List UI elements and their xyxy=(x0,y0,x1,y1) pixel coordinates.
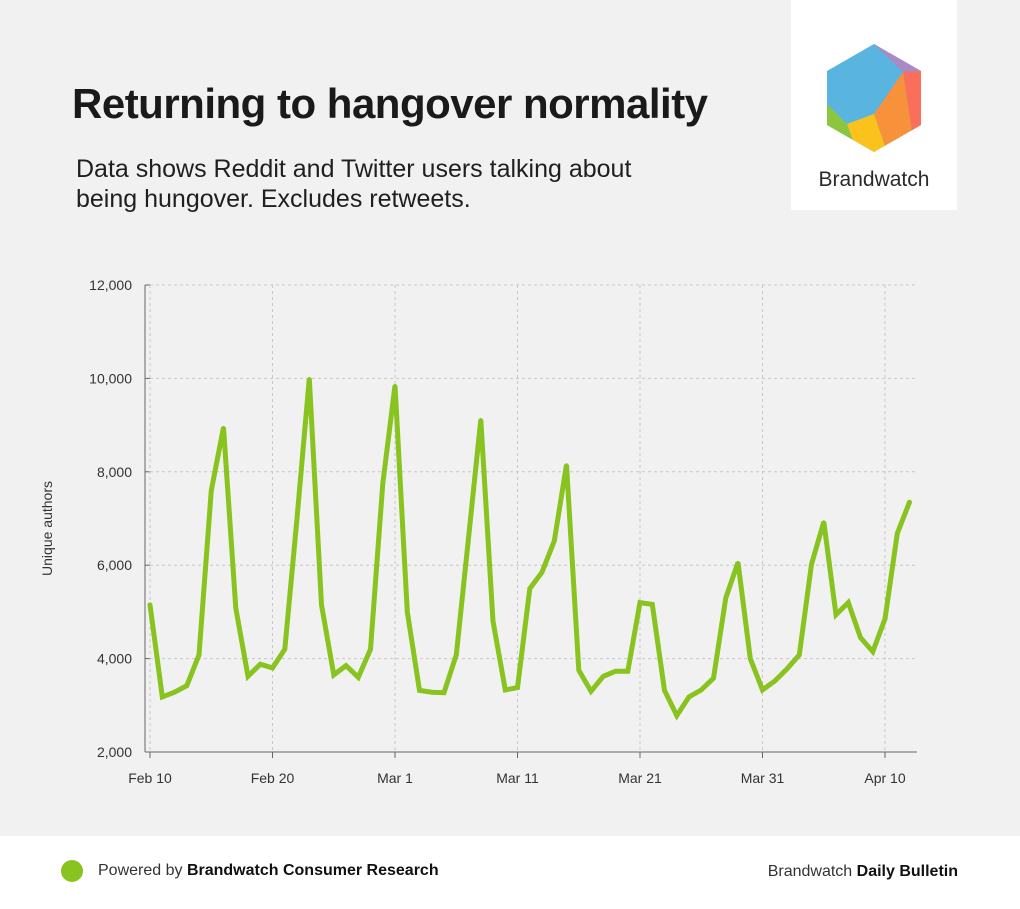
x-tick-label: Feb 20 xyxy=(251,770,295,786)
data-point xyxy=(589,689,593,693)
data-point xyxy=(418,688,421,692)
data-point xyxy=(699,688,703,692)
data-point xyxy=(405,610,409,614)
data-point xyxy=(197,653,201,657)
powered-prefix: Powered by xyxy=(98,862,183,879)
hexagon-logo-icon xyxy=(827,44,921,152)
chart-panel: Returning to hangover normality Data sho… xyxy=(0,0,1020,836)
x-tick-label: Mar 1 xyxy=(377,770,413,786)
brandwatch-logo: Brandwatch xyxy=(791,0,957,210)
x-tick-label: Mar 21 xyxy=(618,770,662,786)
data-point xyxy=(773,679,777,683)
data-point xyxy=(430,690,434,694)
data-point xyxy=(736,560,740,564)
data-point xyxy=(724,596,728,600)
data-point xyxy=(283,647,287,651)
data-point xyxy=(785,667,789,671)
powered-by-text: Powered by Brandwatch Consumer Research xyxy=(98,860,439,882)
data-point xyxy=(810,562,813,566)
data-point xyxy=(332,673,336,677)
y-tick-label: 12,000 xyxy=(89,277,132,293)
data-point xyxy=(895,531,899,535)
data-point xyxy=(491,619,495,623)
y-tick-label: 6,000 xyxy=(97,557,132,573)
data-point xyxy=(565,463,568,467)
x-tick-label: Feb 10 xyxy=(128,770,172,786)
line-chart: 2,000 4,000 6,000 8,000 10,000 12,000 Feb 10 Fe… xyxy=(39,277,917,786)
data-point xyxy=(234,606,238,610)
data-point xyxy=(663,688,666,692)
brand-dot-icon xyxy=(61,860,83,882)
y-axis-label: Unique authors xyxy=(39,481,55,576)
data-point xyxy=(552,539,556,543)
data-point xyxy=(761,688,764,692)
logo-text: Brandwatch xyxy=(818,168,930,191)
data-point xyxy=(185,684,189,688)
data-point xyxy=(614,669,617,673)
bulletin-prefix: Brandwatch xyxy=(767,863,853,880)
data-point xyxy=(675,714,679,718)
data-point xyxy=(344,664,348,668)
data-point xyxy=(638,601,642,605)
data-point xyxy=(871,650,875,654)
data-point xyxy=(454,653,458,657)
data-point xyxy=(516,686,519,690)
data-point xyxy=(797,653,801,657)
data-point xyxy=(712,676,715,680)
data-point xyxy=(442,691,446,695)
data-point xyxy=(479,418,483,421)
data-point xyxy=(687,695,691,699)
data-point xyxy=(393,383,397,387)
data-point xyxy=(748,657,752,661)
data-point xyxy=(320,603,323,607)
data-point xyxy=(846,601,850,605)
x-tick-label: Mar 11 xyxy=(496,770,539,786)
series-line xyxy=(147,378,912,721)
data-point xyxy=(222,425,225,429)
data-point xyxy=(467,536,470,540)
y-tick-label: 10,000 xyxy=(89,370,132,386)
data-point xyxy=(528,587,532,591)
data-point xyxy=(246,674,250,678)
page-subtitle: Data shows Reddit and Twitter users talk… xyxy=(76,155,632,213)
y-tick-label: 2,000 xyxy=(97,744,132,760)
powered-brand: Brandwatch Consumer Research xyxy=(186,862,439,879)
data-point xyxy=(369,647,372,651)
data-point xyxy=(822,520,826,524)
data-point xyxy=(859,636,862,640)
data-point xyxy=(209,489,213,492)
data-point xyxy=(540,570,544,574)
data-point xyxy=(381,482,385,485)
data-point xyxy=(601,674,605,678)
data-point xyxy=(307,376,311,380)
data-point xyxy=(883,617,887,621)
data-point xyxy=(160,695,164,699)
data-point xyxy=(577,668,581,672)
data-point xyxy=(173,690,176,694)
data-point xyxy=(148,603,152,607)
data-point xyxy=(356,675,360,679)
daily-bulletin-text: Brandwatch Daily Bulletin xyxy=(768,861,958,883)
data-point xyxy=(271,666,274,670)
data-point xyxy=(650,602,654,606)
bulletin-title: Daily Bulletin xyxy=(856,863,958,880)
data-point xyxy=(626,669,630,673)
footer: Powered by Brandwatch Consumer Research … xyxy=(0,836,1020,909)
page-title: Returning to hangover normality xyxy=(72,80,708,127)
data-point xyxy=(503,688,507,692)
x-tick-label: Mar 31 xyxy=(741,770,785,786)
x-tick-label: Apr 10 xyxy=(864,770,905,786)
data-point xyxy=(258,662,262,666)
data-point xyxy=(834,613,838,617)
data-point xyxy=(295,517,299,520)
y-tick-label: 8,000 xyxy=(97,464,132,480)
data-point xyxy=(908,500,911,504)
y-tick-label: 4,000 xyxy=(97,651,132,667)
